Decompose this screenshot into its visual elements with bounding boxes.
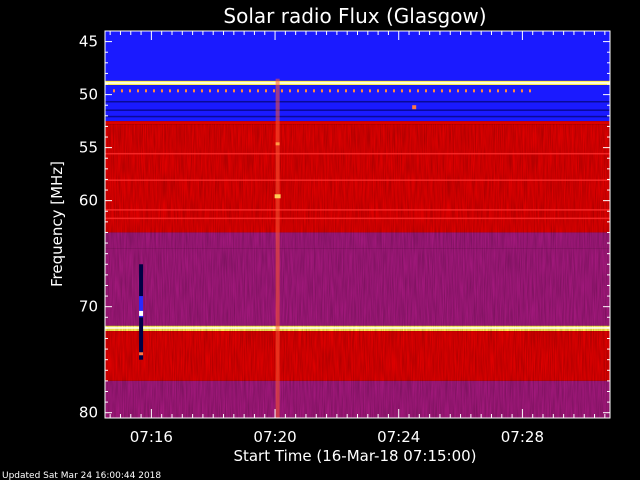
- streak-hotspot: [274, 194, 281, 199]
- x-tick-label: 07:20: [253, 428, 296, 446]
- interference-dot: [209, 89, 211, 93]
- interference-dot: [169, 89, 171, 93]
- interference-dot: [409, 89, 411, 93]
- interference-dot: [217, 89, 219, 93]
- interference-dot: [337, 89, 339, 93]
- interference-dot: [321, 89, 323, 93]
- y-tick-label: 50: [79, 86, 98, 104]
- band-core-line: [105, 81, 610, 84]
- frequency-band: [105, 85, 610, 122]
- interference-dot: [377, 89, 379, 93]
- interference-dot: [281, 89, 283, 93]
- band-line: [105, 209, 610, 211]
- interference-dot: [233, 89, 235, 93]
- interference-dot: [257, 89, 259, 93]
- band-line: [105, 100, 610, 103]
- interference-dot: [385, 89, 387, 93]
- frequency-band: [105, 31, 610, 81]
- y-tick-label: 55: [79, 139, 98, 157]
- interference-dot: [185, 89, 187, 93]
- interference-dot: [361, 89, 363, 93]
- interference-dot: [153, 89, 155, 93]
- interference-dot: [129, 89, 131, 93]
- interference-dot: [489, 89, 491, 93]
- interference-dot: [457, 89, 459, 93]
- interference-dot: [425, 89, 427, 93]
- interference-dot: [481, 89, 483, 93]
- interference-dot: [513, 89, 515, 93]
- streak-hotspot: [275, 142, 280, 146]
- x-axis-label: Start Time (16-Mar-18 07:15:00): [233, 447, 476, 465]
- interference-dot: [473, 89, 475, 93]
- x-tick-label: 07:28: [501, 428, 544, 446]
- interference-dot: [161, 89, 163, 93]
- interference-dot: [241, 89, 243, 93]
- y-tick-label: 70: [79, 298, 98, 316]
- interference-dot: [313, 89, 315, 93]
- interference-dot: [177, 89, 179, 93]
- axes: 45 50 55 60 70 80 07:16 07:20 07:24 07:28: [79, 30, 611, 446]
- interference-dot: [369, 89, 371, 93]
- interference-dot: [329, 89, 331, 93]
- interference-dot: [433, 89, 435, 93]
- interference-dot: [465, 89, 467, 93]
- interference-dot: [145, 89, 147, 93]
- interference-dot: [201, 89, 203, 93]
- interference-dot: [289, 89, 291, 93]
- y-axis-label: Frequency [MHz]: [48, 161, 66, 287]
- interference-dot: [521, 89, 523, 93]
- band-line: [105, 109, 610, 111]
- band-line: [105, 115, 610, 118]
- interference-dot: [225, 89, 227, 93]
- signal-spot: [412, 105, 417, 110]
- x-tick-label: 07:24: [377, 428, 420, 446]
- interference-dot: [417, 89, 419, 93]
- y-tick-label: 80: [79, 404, 98, 422]
- interference-dot: [137, 89, 139, 93]
- plot-area: [105, 31, 610, 418]
- interference-dot: [249, 89, 251, 93]
- burst-peak: [139, 310, 144, 316]
- interference-dot: [401, 89, 403, 93]
- interference-dot: [113, 89, 115, 93]
- x-tick-label: 07:16: [130, 428, 173, 446]
- y-tick-label: 60: [79, 192, 98, 210]
- band-core-line: [105, 326, 610, 329]
- vertical-streak: [275, 78, 280, 418]
- interference-dot: [265, 89, 267, 93]
- interference-dot: [353, 89, 355, 93]
- interference-dot: [497, 89, 499, 93]
- interference-dot: [273, 89, 275, 93]
- band-line: [105, 179, 610, 181]
- interference-dot: [505, 89, 507, 93]
- interference-dot: [441, 89, 443, 93]
- interference-dot: [345, 89, 347, 93]
- band-line: [105, 217, 610, 220]
- interference-dot: [121, 89, 123, 93]
- band-noise-texture: [105, 124, 610, 418]
- burst-column: [139, 296, 144, 318]
- interference-dot: [393, 89, 395, 93]
- interference-dot: [193, 89, 195, 93]
- frequency-band: [105, 121, 610, 125]
- chart-title: Solar radio Flux (Glasgow): [223, 4, 486, 28]
- interference-dot: [305, 89, 307, 93]
- interference-dot: [449, 89, 451, 93]
- updated-footer: Updated Sat Mar 24 16:00:44 2018: [2, 471, 161, 480]
- interference-dot: [529, 89, 531, 93]
- interference-dot: [297, 89, 299, 93]
- burst-peak: [139, 352, 144, 356]
- band-line: [105, 152, 610, 155]
- y-tick-label: 45: [79, 33, 98, 51]
